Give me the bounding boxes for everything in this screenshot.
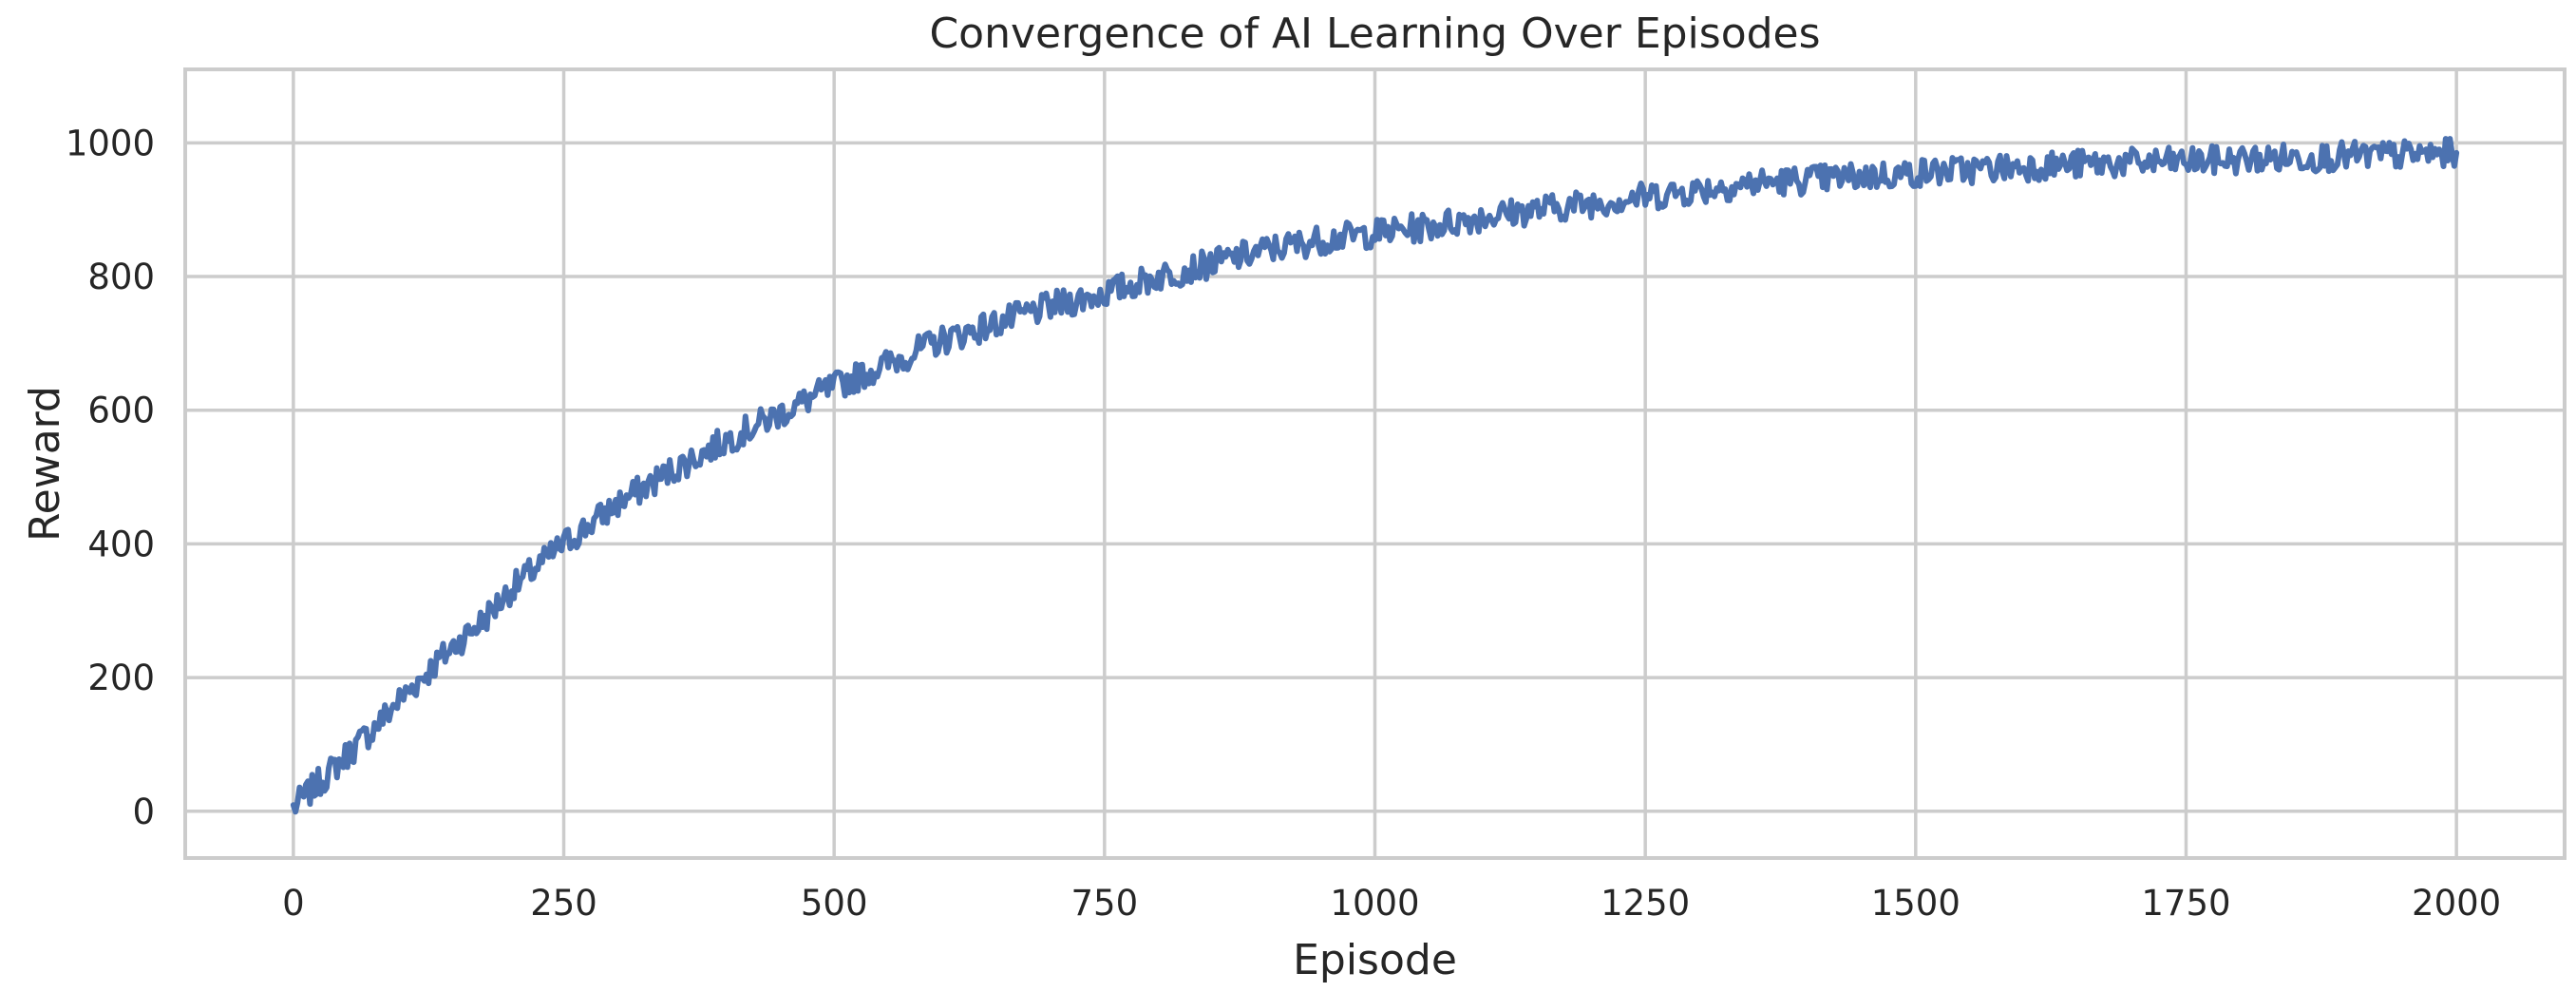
y-tick-label: 1000 <box>66 123 155 163</box>
x-tick-label: 1000 <box>1330 883 1419 924</box>
x-axis-label: Episode <box>1293 936 1457 984</box>
x-tick-labels: 0 250 500 750 1000 1250 1500 1750 2000 <box>282 883 2501 924</box>
reward-series-line <box>290 136 2460 815</box>
y-tick-label: 800 <box>87 257 155 297</box>
y-tick-label: 400 <box>87 524 155 564</box>
x-tick-label: 500 <box>801 883 868 924</box>
x-tick-label: 250 <box>530 883 597 924</box>
x-tick-label: 750 <box>1071 883 1139 924</box>
y-axis-label: Reward <box>21 386 69 542</box>
chart-title: Convergence of AI Learning Over Episodes <box>929 10 1820 58</box>
plot-area-frame <box>183 67 2567 860</box>
series-layer <box>290 136 2460 815</box>
y-tick-label: 200 <box>87 658 155 698</box>
y-tick-labels: 0 200 400 600 800 1000 <box>66 123 155 831</box>
x-tick-label: 2000 <box>2412 883 2501 924</box>
y-tick-label: 0 <box>132 792 155 832</box>
grid-lines <box>185 69 2565 858</box>
y-tick-label: 600 <box>87 391 155 431</box>
x-tick-label: 0 <box>282 883 305 924</box>
x-tick-label: 1500 <box>1871 883 1960 924</box>
x-tick-label: 1250 <box>1601 883 1690 924</box>
x-tick-label: 1750 <box>2141 883 2230 924</box>
